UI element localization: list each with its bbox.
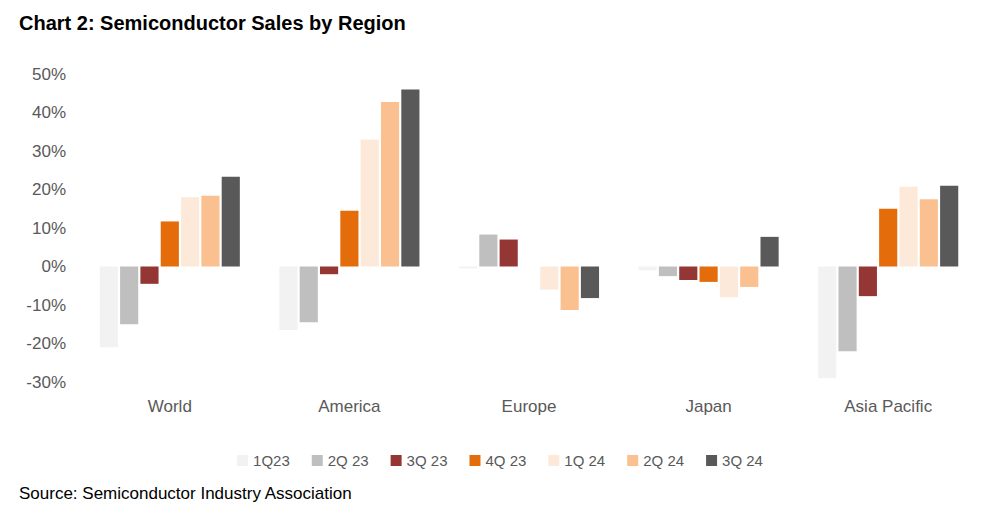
svg-text:10%: 10% bbox=[32, 219, 66, 238]
svg-text:50%: 50% bbox=[32, 65, 66, 84]
svg-text:-30%: -30% bbox=[26, 373, 66, 392]
svg-text:Chart 2: Semiconductor Sales b: Chart 2: Semiconductor Sales by Region bbox=[19, 12, 406, 34]
svg-text:-20%: -20% bbox=[26, 334, 66, 353]
svg-text:1Q 24: 1Q 24 bbox=[564, 452, 605, 469]
svg-text:-10%: -10% bbox=[26, 296, 66, 315]
svg-text:2Q 23: 2Q 23 bbox=[328, 452, 369, 469]
svg-text:3Q 24: 3Q 24 bbox=[722, 452, 763, 469]
svg-text:40%: 40% bbox=[32, 103, 66, 122]
svg-text:Source: Semiconductor Industry: Source: Semiconductor Industry Associati… bbox=[19, 484, 352, 503]
svg-text:1Q23: 1Q23 bbox=[253, 452, 290, 469]
svg-text:Europe: Europe bbox=[502, 397, 557, 416]
svg-text:America: America bbox=[318, 397, 381, 416]
svg-text:30%: 30% bbox=[32, 142, 66, 161]
svg-text:Japan: Japan bbox=[685, 397, 731, 416]
svg-text:2Q 24: 2Q 24 bbox=[643, 452, 684, 469]
svg-text:0%: 0% bbox=[41, 257, 66, 276]
svg-text:20%: 20% bbox=[32, 180, 66, 199]
svg-text:4Q 23: 4Q 23 bbox=[485, 452, 526, 469]
svg-text:3Q 23: 3Q 23 bbox=[407, 452, 448, 469]
svg-text:World: World bbox=[148, 397, 192, 416]
svg-text:Asia Pacific: Asia Pacific bbox=[844, 397, 932, 416]
